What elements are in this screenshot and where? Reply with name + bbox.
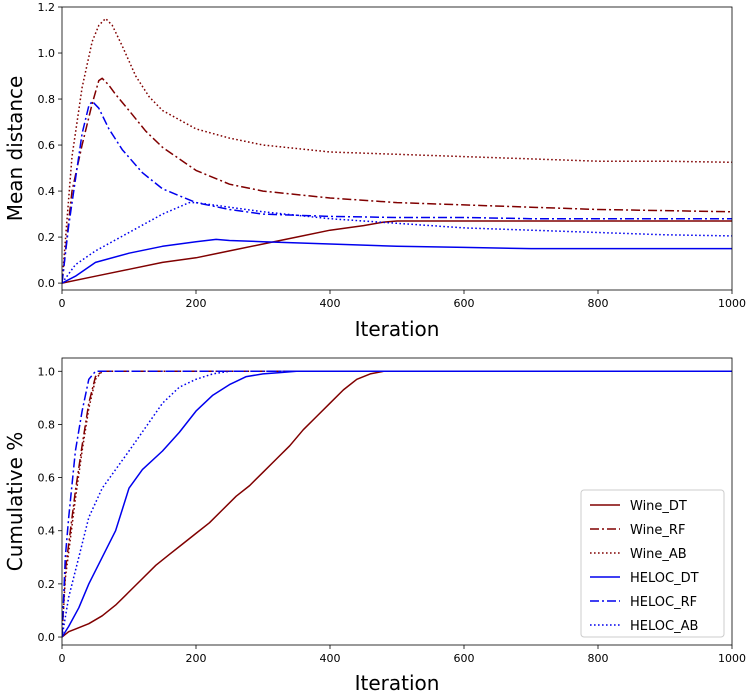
y-tick-label: 1.2 bbox=[38, 1, 56, 14]
legend-label: HELOC_DT bbox=[630, 571, 699, 586]
y-tick-label: 0.8 bbox=[38, 418, 56, 431]
legend-label: HELOC_AB bbox=[630, 619, 698, 634]
series-line-heloc-ab bbox=[62, 201, 732, 284]
x-tick-label: 1000 bbox=[718, 652, 746, 665]
y-tick-label: 0.6 bbox=[38, 139, 56, 152]
y-axis-label: Cumulative % bbox=[3, 432, 27, 572]
series-line-wine-ab bbox=[62, 17, 732, 284]
y-tick-label: 0.2 bbox=[38, 578, 56, 591]
x-tick-label: 400 bbox=[320, 297, 341, 310]
series-group bbox=[62, 370, 732, 638]
x-axis-label: Iteration bbox=[355, 317, 440, 341]
series-line-heloc-rf bbox=[62, 370, 732, 638]
y-tick-label: 0.2 bbox=[38, 231, 56, 244]
y-tick-label: 0.8 bbox=[38, 93, 56, 106]
y-tick-label: 0.4 bbox=[38, 185, 56, 198]
x-tick-label: 200 bbox=[186, 652, 207, 665]
x-tick-label: 600 bbox=[454, 297, 475, 310]
series-line-wine-rf bbox=[62, 77, 732, 284]
x-tick-label: 800 bbox=[588, 652, 609, 665]
series-line-heloc-dt bbox=[62, 370, 732, 638]
y-tick-label: 1.0 bbox=[38, 365, 56, 378]
y-axis-label: Mean distance bbox=[3, 76, 27, 222]
legend-label: HELOC_RF bbox=[630, 595, 697, 610]
series-group bbox=[62, 17, 732, 284]
axes-frame bbox=[61, 6, 733, 291]
x-tick-label: 0 bbox=[59, 297, 66, 310]
mean-distance-chart: 0 200 400 600 800 1000 0.0 0.2 0.4 0.6 0.8 1.0 1.2 It… bbox=[3, 1, 746, 341]
y-tick-label: 0.0 bbox=[38, 631, 56, 644]
x-tick-label: 800 bbox=[588, 297, 609, 310]
x-tick-label: 0 bbox=[59, 652, 66, 665]
legend-label: Wine_DT bbox=[630, 499, 687, 514]
x-axis-label: Iteration bbox=[355, 671, 440, 694]
x-tick-label: 1000 bbox=[718, 297, 746, 310]
y-tick-label: 0.0 bbox=[38, 277, 56, 290]
y-tick-label: 0.6 bbox=[38, 472, 56, 485]
y-tick-label: 0.4 bbox=[38, 525, 56, 538]
legend-label: Wine_AB bbox=[630, 547, 687, 562]
series-line-wine-ab bbox=[62, 370, 732, 638]
cumulative-chart: 0 200 400 600 800 1000 0.0 0.2 0.4 0.6 0.8 1.0 Itera… bbox=[3, 357, 746, 694]
y-tick-label: 1.0 bbox=[38, 47, 56, 60]
x-tick-label: 200 bbox=[186, 297, 207, 310]
legend-label: Wine_RF bbox=[630, 523, 685, 538]
legend: Wine_DT Wine_RF Wine_AB HELOC_DT HELOC_RF HEL… bbox=[580, 489, 725, 638]
series-line-heloc-rf bbox=[62, 100, 732, 284]
x-tick-label: 600 bbox=[454, 652, 475, 665]
series-line-heloc-dt bbox=[62, 238, 732, 284]
series-line-wine-rf bbox=[62, 370, 732, 638]
x-tick-label: 400 bbox=[320, 652, 341, 665]
series-line-wine-dt bbox=[62, 220, 732, 284]
axes-frame bbox=[61, 357, 733, 646]
